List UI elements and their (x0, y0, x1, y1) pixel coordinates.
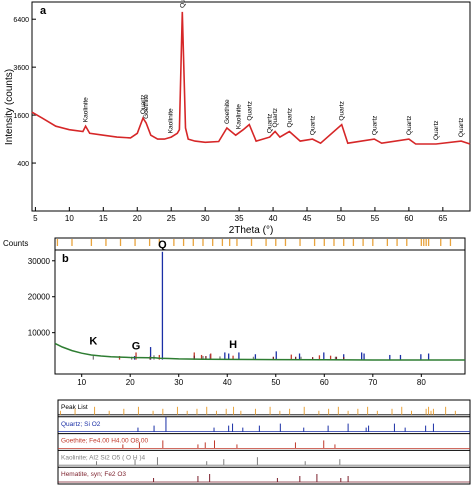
panel-c-rows: Peak List Quartz; Si O2 Goethite; Fe4.00 H… (58, 404, 470, 483)
panel-b-series (54, 342, 465, 361)
x-tick-label: 35 (235, 214, 244, 223)
panel-b: Counts b 10000 20000 30000 10 20 30 40 50 60 70 8… (3, 237, 466, 387)
x-tick-label: 50 (337, 214, 346, 223)
peak-label: Quartz (286, 108, 293, 128)
x-tick-label: 10 (65, 214, 74, 223)
panel-b-label: b (62, 253, 69, 265)
x-tick-label: 45 (303, 214, 312, 223)
row-label: Hematite, syn; Fe2 O3 (61, 471, 126, 478)
diffractogram-line (31, 11, 471, 145)
x-tick-label: 20 (133, 214, 142, 223)
y-tick-label: 30000 (28, 257, 51, 266)
peak-label: Quartz (406, 116, 413, 136)
peak-label: Quartz (140, 95, 147, 115)
panel-b-peaks (92, 251, 430, 360)
y-tick-label: 20000 (28, 293, 51, 302)
y-tick-label: 1600 (13, 113, 29, 120)
panel-a-frame (31, 1, 471, 212)
panel-a-series (31, 11, 471, 145)
peak-label: Goethite (224, 99, 231, 124)
panel-a-annotations: KaoliniteQuartzGoethiteKaoliniteQuartzGo… (83, 0, 466, 140)
x-tick-label: 70 (368, 378, 377, 387)
panel-a-label: a (40, 5, 47, 17)
x-tick-label: 55 (370, 214, 379, 223)
x-tick-label: 15 (99, 214, 108, 223)
panel-a-xlabel: 2Theta (°) (229, 225, 274, 236)
phase-marker: K (89, 336, 97, 348)
peak-label: Quartz (458, 118, 465, 138)
peak-label: Quartz (433, 120, 440, 140)
peak-label: Quartz (371, 116, 378, 136)
panel-a: a Intensity (counts) 2Theta (°) 400 1600 3… (4, 0, 471, 236)
x-tick-label: 40 (269, 214, 278, 223)
row-label: Kaolinite; Al2 Si2 O5 ( O H )4 (61, 454, 146, 461)
peak-label: Quartz (267, 114, 274, 134)
x-tick-label: 25 (167, 214, 176, 223)
peak-label: Quartz (339, 101, 346, 121)
panel-b-reference-strip (54, 237, 466, 251)
x-tick-label: 10 (77, 378, 86, 387)
phase-marker: Q (158, 239, 167, 251)
peak-label: Kaolinite (235, 104, 242, 129)
y-tick-label: 400 (17, 161, 29, 168)
x-tick-label: 60 (404, 214, 413, 223)
phase-marker: G (132, 341, 141, 353)
row-label: Quartz; Si O2 (61, 421, 101, 428)
panel-b-annotations: Q K G H (89, 239, 237, 353)
panel-b-frame (54, 249, 466, 375)
phase-marker: H (229, 339, 237, 351)
x-tick-label: 5 (33, 214, 38, 223)
peak-label: Quartz (310, 116, 317, 136)
panel-a-ylabel: Intensity (counts) (4, 69, 15, 145)
x-tick-label: 80 (417, 378, 426, 387)
x-tick-label: 20 (126, 378, 135, 387)
panel-b-yticks: 10000 20000 30000 (28, 257, 55, 338)
panel-a-yticks: 400 1600 3600 6400 (13, 17, 36, 168)
peak-label: Kaolinite (168, 108, 175, 133)
background-line (54, 342, 465, 361)
x-tick-label: 65 (438, 214, 447, 223)
peak-label: Kaolinite (83, 97, 90, 122)
x-tick-label: 30 (201, 214, 210, 223)
row-label: Goethite; Fe4.00 H4.00 O8.00 (61, 438, 148, 445)
panel-a-xticks: 5 10 15 20 25 30 35 40 45 50 55 60 65 (33, 207, 448, 223)
panel-b-xticks: 10 20 30 40 50 60 70 80 (77, 374, 426, 387)
row-label: Peak List (61, 404, 88, 411)
panel-b-counts-label: Counts (3, 239, 28, 248)
y-tick-label: 10000 (28, 329, 51, 338)
x-tick-label: 60 (320, 378, 329, 387)
y-tick-label: 3600 (13, 65, 29, 72)
peak-label: Quartz (246, 101, 253, 121)
panel-b-reference-ticks (56, 239, 452, 246)
x-tick-label: 30 (174, 378, 183, 387)
panel-c: Peak List Quartz; Si O2 Goethite; Fe4.00 H… (57, 399, 471, 485)
peak-label: Quartz (272, 108, 279, 128)
y-tick-label: 6400 (13, 17, 29, 24)
x-tick-label: 50 (271, 378, 280, 387)
x-tick-label: 40 (223, 378, 232, 387)
peak-label: Goethite (143, 94, 150, 119)
peak-label: Quartz (179, 0, 186, 8)
